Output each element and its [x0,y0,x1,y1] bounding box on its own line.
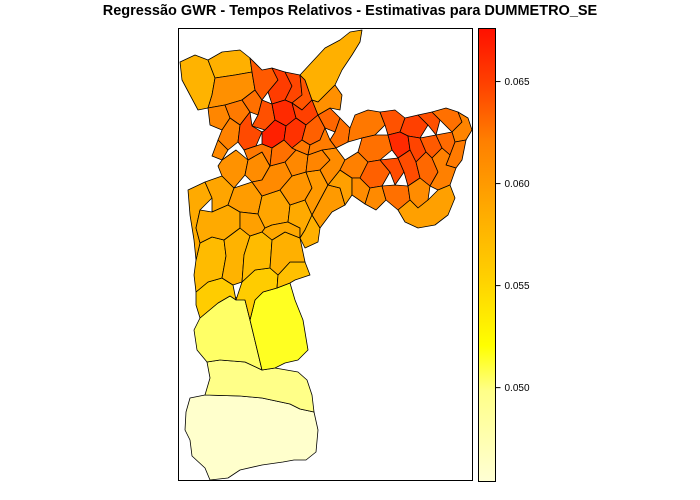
district-region [237,111,263,151]
district-map [179,29,473,481]
legend-tick-label: 0.065 [505,77,530,88]
district-region [243,143,273,167]
district-region [307,127,337,156]
legend-tick-label: 0.055 [505,281,530,292]
district-region [417,111,441,136]
plot-title: Regressão GWR - Tempos Relativos - Estim… [102,3,598,19]
district-region [211,139,229,161]
legend-tick-label: 0.060 [505,179,530,190]
district-region [319,147,346,186]
district-region [311,84,343,116]
color-bar [478,28,496,482]
district-region [364,185,387,211]
map-frame [178,28,473,481]
legend-tick-label: 0.050 [505,383,530,394]
district-region [397,184,456,229]
legend-ticks: 0.050 0.055 0.060 0.065 [495,77,530,394]
district-region [195,204,241,244]
district-region [357,134,393,163]
district-region [217,149,249,189]
district-region [379,157,405,186]
district-region [429,147,457,191]
